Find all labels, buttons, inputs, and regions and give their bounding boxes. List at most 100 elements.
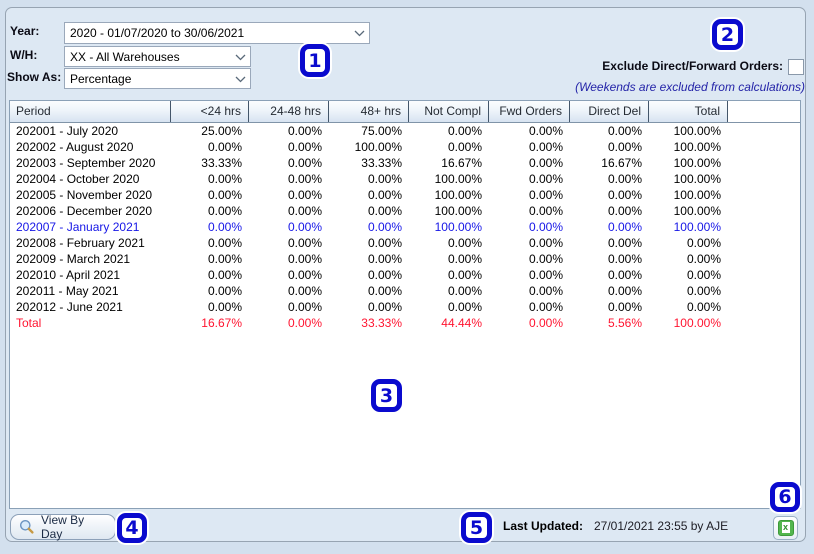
value-cell: 0.00%	[447, 140, 482, 154]
table-row[interactable]: 202003 - September 2020 33.33% 0.00% 33.33%…	[10, 155, 800, 171]
value-cell: 0.00%	[287, 172, 322, 186]
period-cell: 202010 - April 2021	[16, 268, 121, 282]
value-cell: 0.00%	[528, 140, 563, 154]
value-cell: 0.00%	[447, 300, 482, 314]
period-cell: 202012 - June 2021	[16, 300, 123, 314]
table-row[interactable]: 202006 - December 2020 0.00% 0.00% 0.00% 100…	[10, 203, 800, 219]
period-cell: 202008 - February 2021	[16, 236, 145, 250]
value-cell: 0.00%	[367, 284, 402, 298]
year-label: Year:	[10, 24, 40, 38]
value-cell: 100.00%	[434, 172, 482, 186]
year-select-value: 2020 - 01/07/2020 to 30/06/2021	[70, 26, 245, 40]
export-excel-button[interactable]: x	[773, 516, 798, 540]
value-cell: 0.00%	[686, 284, 721, 298]
value-cell: 100.00%	[434, 188, 482, 202]
column-header-filler	[728, 101, 800, 122]
value-cell: 0.00%	[207, 204, 242, 218]
value-cell: 0.00%	[528, 220, 563, 234]
period-cell: 202005 - November 2020	[16, 188, 153, 202]
table-body: 202001 - July 2020 25.00% 0.00% 75.00% 0.00%…	[10, 123, 800, 331]
year-select[interactable]: 2020 - 01/07/2020 to 30/06/2021	[64, 22, 370, 44]
value-cell: 0.00%	[207, 284, 242, 298]
value-cell: 0.00%	[528, 268, 563, 282]
callout-4: 4	[117, 513, 147, 543]
show-as-label: Show As:	[7, 70, 62, 84]
excel-export-icon: x	[777, 520, 794, 536]
value-cell: 0.00%	[607, 252, 642, 266]
warehouse-label: W/H:	[10, 48, 38, 62]
performance-table: Period <24 hrs 24-48 hrs 48+ hrs Not Compl Fw…	[9, 100, 801, 509]
column-header[interactable]: 24-48 hrs	[249, 101, 329, 122]
value-cell: 100.00%	[673, 316, 721, 330]
value-cell: 0.00%	[207, 140, 242, 154]
value-cell: 0.00%	[367, 188, 402, 202]
column-header[interactable]: Direct Del	[570, 101, 649, 122]
value-cell: 100.00%	[673, 172, 721, 186]
table-row[interactable]: 202010 - April 2021 0.00% 0.00% 0.00% 0.00% 0…	[10, 267, 800, 283]
value-cell: 25.00%	[201, 124, 242, 138]
value-cell: 33.33%	[361, 316, 402, 330]
value-cell: 0.00%	[207, 188, 242, 202]
period-cell: 202003 - September 2020	[16, 156, 156, 170]
view-by-day-button[interactable]: View By Day	[10, 513, 116, 541]
value-cell: 0.00%	[607, 172, 642, 186]
value-cell: 100.00%	[673, 124, 721, 138]
period-cell: 202009 - March 2021	[16, 252, 131, 266]
table-row[interactable]: 202004 - October 2020 0.00% 0.00% 0.00% 100.…	[10, 171, 800, 187]
value-cell: 0.00%	[207, 268, 242, 282]
value-cell: 0.00%	[287, 124, 322, 138]
table-row[interactable]: 202001 - July 2020 25.00% 0.00% 75.00% 0.00%…	[10, 123, 800, 139]
value-cell: 16.67%	[601, 156, 642, 170]
value-cell: 0.00%	[447, 124, 482, 138]
period-cell: 202007 - January 2021	[16, 220, 140, 234]
table-row[interactable]: 202011 - May 2021 0.00% 0.00% 0.00% 0.00% 0.0…	[10, 283, 800, 299]
value-cell: 33.33%	[201, 156, 242, 170]
column-header[interactable]: <24 hrs	[171, 101, 249, 122]
value-cell: 0.00%	[528, 156, 563, 170]
table-row[interactable]: Total 16.67% 0.00% 33.33% 44.44% 0.00% 5.56% 10…	[10, 315, 800, 331]
show-as-select[interactable]: Percentage	[64, 68, 251, 89]
value-cell: 0.00%	[287, 284, 322, 298]
value-cell: 0.00%	[686, 236, 721, 250]
value-cell: 0.00%	[287, 252, 322, 266]
value-cell: 0.00%	[447, 236, 482, 250]
callout-2: 2	[712, 19, 743, 50]
value-cell: 5.56%	[607, 316, 642, 330]
column-header[interactable]: Total	[649, 101, 728, 122]
callout-3: 3	[371, 379, 402, 412]
column-header[interactable]: Not Compl	[409, 101, 489, 122]
value-cell: 0.00%	[367, 268, 402, 282]
table-row[interactable]: 202002 - August 2020 0.00% 0.00% 100.00% 0.0…	[10, 139, 800, 155]
value-cell: 0.00%	[528, 188, 563, 202]
value-cell: 0.00%	[607, 140, 642, 154]
value-cell: 0.00%	[367, 236, 402, 250]
value-cell: 0.00%	[528, 316, 563, 330]
last-updated-value: 27/01/2021 23:55 by AJE	[594, 519, 729, 533]
value-cell: 16.67%	[441, 156, 482, 170]
value-cell: 0.00%	[367, 204, 402, 218]
show-as-select-value: Percentage	[70, 71, 132, 86]
value-cell: 0.00%	[447, 252, 482, 266]
value-cell: 0.00%	[528, 124, 563, 138]
value-cell: 0.00%	[207, 172, 242, 186]
table-row[interactable]: 202012 - June 2021 0.00% 0.00% 0.00% 0.00% 0.…	[10, 299, 800, 315]
column-header[interactable]: 48+ hrs	[329, 101, 409, 122]
table-row[interactable]: 202009 - March 2021 0.00% 0.00% 0.00% 0.00% 0…	[10, 251, 800, 267]
table-row[interactable]: 202007 - January 2021 0.00% 0.00% 0.00% 100.…	[10, 219, 800, 235]
value-cell: 100.00%	[434, 204, 482, 218]
value-cell: 75.00%	[361, 124, 402, 138]
period-cell: 202004 - October 2020	[16, 172, 140, 186]
column-header[interactable]: Fwd Orders	[489, 101, 570, 122]
value-cell: 0.00%	[287, 220, 322, 234]
value-cell: 0.00%	[447, 284, 482, 298]
table-row[interactable]: 202008 - February 2021 0.00% 0.00% 0.00% 0.0…	[10, 235, 800, 251]
period-cell: 202002 - August 2020	[16, 140, 134, 154]
value-cell: 0.00%	[607, 204, 642, 218]
table-row[interactable]: 202005 - November 2020 0.00% 0.00% 0.00% 100…	[10, 187, 800, 203]
period-cell: 202006 - December 2020	[16, 204, 153, 218]
exclude-orders-checkbox[interactable]	[788, 59, 804, 75]
warehouse-select[interactable]: XX - All Warehouses	[64, 46, 251, 67]
column-header[interactable]: Period	[10, 101, 171, 122]
value-cell: 33.33%	[361, 156, 402, 170]
value-cell: 100.00%	[673, 188, 721, 202]
